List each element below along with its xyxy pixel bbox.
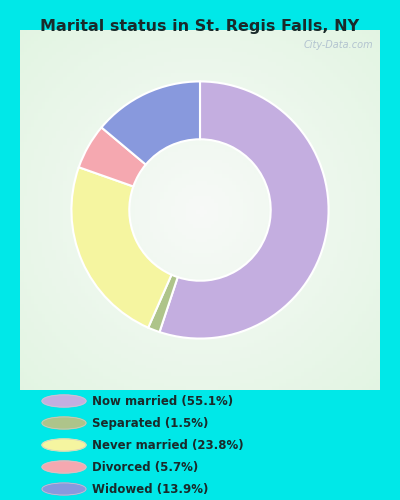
- Circle shape: [42, 439, 86, 451]
- Wedge shape: [160, 82, 328, 338]
- Circle shape: [42, 395, 86, 407]
- Text: City-Data.com: City-Data.com: [304, 40, 374, 50]
- Text: Separated (1.5%): Separated (1.5%): [92, 416, 208, 430]
- Wedge shape: [72, 167, 172, 328]
- Wedge shape: [79, 128, 146, 186]
- Text: Widowed (13.9%): Widowed (13.9%): [92, 482, 208, 496]
- Text: Now married (55.1%): Now married (55.1%): [92, 394, 233, 407]
- Wedge shape: [148, 274, 178, 332]
- Text: Marital status in St. Regis Falls, NY: Marital status in St. Regis Falls, NY: [40, 18, 360, 34]
- Text: Never married (23.8%): Never married (23.8%): [92, 438, 244, 452]
- Circle shape: [42, 483, 86, 495]
- Circle shape: [42, 461, 86, 473]
- Circle shape: [42, 417, 86, 429]
- Text: Divorced (5.7%): Divorced (5.7%): [92, 460, 198, 473]
- Wedge shape: [102, 82, 200, 164]
